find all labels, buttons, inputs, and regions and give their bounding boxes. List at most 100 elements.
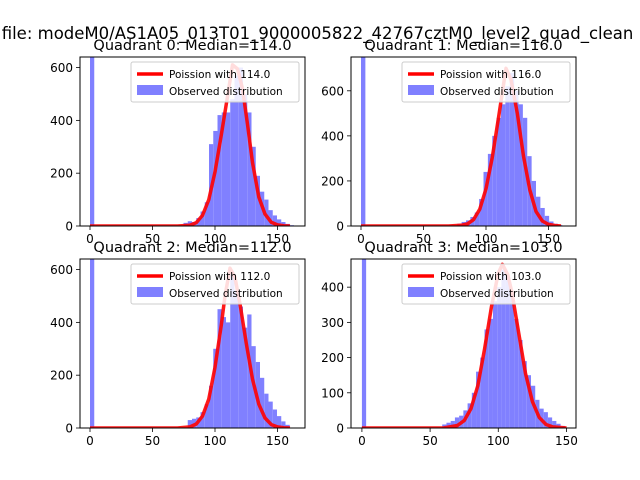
- histogram-bar: [200, 211, 205, 226]
- histogram-bar: [187, 420, 192, 428]
- histogram-bar: [501, 104, 506, 226]
- histogram-bar: [487, 153, 493, 226]
- x-tick-label: 0: [86, 232, 94, 246]
- quadrant-panel-1: 0 50 100 150 0 200 400 600 Quadrant 1: Median=11…: [321, 38, 577, 246]
- histogram-bar: [492, 135, 497, 226]
- x-tick-label: 0: [86, 434, 94, 448]
- histogram-bar: [243, 327, 248, 428]
- histogram-bar: [514, 318, 519, 428]
- panel-title: Quadrant 0: Median=114.0: [93, 38, 291, 54]
- y-tick-label: 0: [65, 422, 73, 436]
- histogram-bar: [226, 322, 231, 428]
- histogram-bar: [505, 276, 510, 428]
- x-tick-label: 150: [266, 434, 289, 448]
- histogram-bar: [361, 259, 367, 428]
- histogram-bar: [471, 392, 477, 428]
- histogram-bar: [238, 306, 243, 428]
- histogram-bar: [90, 259, 95, 428]
- histogram-bar: [234, 290, 239, 428]
- histogram-bar: [518, 339, 523, 428]
- panel-title: Quadrant 2: Median=112.0: [93, 240, 291, 256]
- histogram-bar: [505, 86, 510, 226]
- histogram-bar: [480, 357, 485, 428]
- y-tick-label: 400: [50, 114, 73, 128]
- y-tick-label: 200: [50, 369, 73, 383]
- histogram-bar: [268, 401, 273, 428]
- legend-observed-swatch: [408, 85, 434, 95]
- histogram-bar: [496, 117, 501, 226]
- histogram-bar: [544, 215, 550, 226]
- histogram-bar: [522, 361, 527, 428]
- plot-area: [361, 259, 567, 428]
- x-tick-label: 100: [475, 232, 498, 246]
- axes-frame: [79, 56, 306, 227]
- histogram-bar: [268, 210, 273, 226]
- histogram-bar: [277, 416, 282, 428]
- histogram-bar: [264, 393, 269, 428]
- y-tick-label: 0: [65, 220, 73, 234]
- histogram-bar: [547, 417, 553, 428]
- histogram-bar: [226, 112, 231, 226]
- histogram-bar: [497, 287, 502, 428]
- histogram-bar: [217, 309, 222, 428]
- histogram-bar: [454, 417, 460, 428]
- histogram-bar: [209, 385, 214, 428]
- y-tick-label: 0: [336, 220, 344, 234]
- legend-box: [401, 263, 571, 305]
- histogram-bar: [221, 317, 226, 428]
- histogram-bar: [474, 212, 480, 226]
- legend-poisson-label: Poission with 103.0: [440, 271, 541, 283]
- legend-observed-label: Observed distribution: [440, 86, 554, 98]
- x-tick-label: 50: [416, 232, 431, 246]
- y-tick-label: 200: [321, 351, 344, 365]
- legend-observed-label: Observed distribution: [169, 86, 283, 98]
- x-tick-label: 100: [204, 232, 227, 246]
- quadrant-panel-2: 0 50 100 150 0 200 400 600 Quadrant 2: Median=11…: [50, 240, 306, 448]
- histogram-bar: [238, 67, 243, 226]
- y-tick-label: 100: [321, 386, 344, 400]
- x-tick-label: 150: [555, 434, 578, 448]
- histogram-bar: [552, 420, 557, 428]
- histogram-bar: [247, 112, 252, 226]
- y-tick-label: 0: [336, 422, 344, 436]
- histogram-bar: [450, 420, 455, 428]
- histogram-bar: [476, 371, 481, 428]
- histogram-bar: [234, 75, 239, 226]
- legend-box: [130, 263, 300, 305]
- histogram-bar: [204, 202, 209, 226]
- legend-observed-label: Observed distribution: [169, 288, 283, 300]
- histogram-bar: [221, 112, 226, 226]
- histogram-bar: [230, 99, 235, 226]
- histogram-bar: [251, 146, 256, 226]
- legend-observed-swatch: [137, 85, 163, 95]
- y-tick-label: 400: [321, 129, 344, 143]
- panel-title: Quadrant 3: Median=103.0: [364, 240, 562, 256]
- figure-suptitle: n file: modeM0/AS1A05_013T01_9000005822_…: [0, 24, 633, 44]
- legend-box: [130, 61, 300, 103]
- histogram-bar: [479, 198, 484, 226]
- histogram-bar: [526, 375, 531, 428]
- histogram-bar: [509, 294, 515, 428]
- histogram-bar: [217, 115, 222, 226]
- x-tick-label: 50: [145, 434, 160, 448]
- x-tick-label: 100: [487, 434, 510, 448]
- y-tick-label: 600: [50, 61, 73, 75]
- histogram-bar: [509, 72, 515, 226]
- histogram-bar: [272, 215, 277, 226]
- histogram-bar: [518, 104, 523, 226]
- histogram-bar: [492, 301, 498, 428]
- legend-poisson-label: Poission with 116.0: [440, 69, 541, 81]
- legend-poisson-label: Poission with 114.0: [169, 69, 270, 81]
- histogram-bar: [255, 175, 260, 226]
- histogram-bar: [483, 171, 488, 226]
- panel-title: Quadrant 1: Median=116.0: [364, 38, 562, 54]
- histogram-bar: [501, 269, 506, 428]
- histogram-bar: [243, 93, 248, 226]
- histogram-bar: [467, 403, 472, 428]
- histogram-bar: [361, 57, 366, 226]
- x-tick-label: 50: [422, 434, 437, 448]
- histogram-bar: [213, 348, 218, 428]
- y-tick-label: 400: [50, 316, 73, 330]
- y-tick-label: 200: [321, 174, 344, 188]
